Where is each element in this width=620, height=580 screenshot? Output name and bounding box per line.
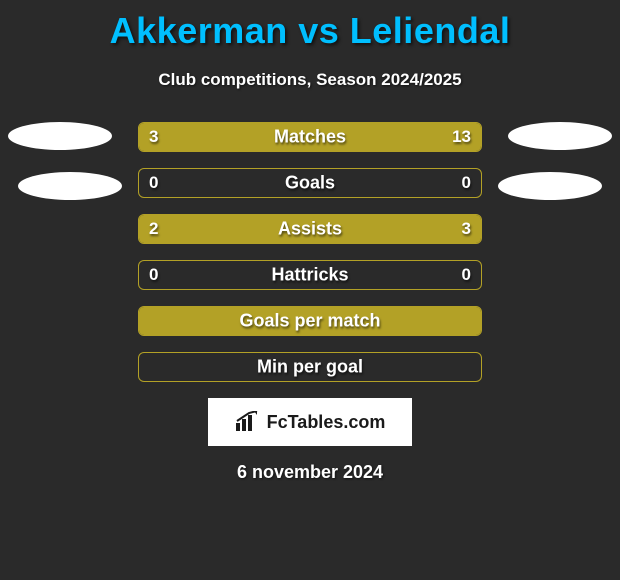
stat-bar: 0 0 Goals — [138, 168, 482, 198]
value-right: 0 — [462, 173, 471, 193]
value-left: 0 — [149, 265, 158, 285]
date-label: 6 november 2024 — [0, 462, 620, 483]
bar-label: Goals — [285, 173, 335, 194]
logo-text: FcTables.com — [267, 412, 386, 433]
bars-container: 3 13 Matches 0 0 Goals 2 3 Assists 0 0 Hattricks Goa… — [138, 122, 482, 382]
bar-label: Matches — [274, 127, 346, 148]
bar-fill-left — [139, 215, 276, 243]
stat-bar: 0 0 Hattricks — [138, 260, 482, 290]
player-left-shape-2 — [18, 172, 122, 200]
player-right-shape-2 — [498, 172, 602, 200]
stat-bar: 2 3 Assists — [138, 214, 482, 244]
value-right: 13 — [452, 127, 471, 147]
bar-label: Hattricks — [271, 265, 348, 286]
comparison-chart: 3 13 Matches 0 0 Goals 2 3 Assists 0 0 Hattricks Goa… — [0, 122, 620, 382]
stat-bar: Min per goal — [138, 352, 482, 382]
player-left-shape-1 — [8, 122, 112, 150]
chart-icon — [235, 411, 261, 433]
value-left: 3 — [149, 127, 158, 147]
player-right-shape-1 — [508, 122, 612, 150]
bar-label: Assists — [278, 219, 342, 240]
stat-bar: Goals per match — [138, 306, 482, 336]
value-left: 0 — [149, 173, 158, 193]
stat-bar: 3 13 Matches — [138, 122, 482, 152]
page-title: Akkerman vs Leliendal — [0, 0, 620, 52]
value-right: 0 — [462, 265, 471, 285]
logo-box: FcTables.com — [208, 398, 412, 446]
bar-label: Min per goal — [257, 357, 363, 378]
value-right: 3 — [462, 219, 471, 239]
value-left: 2 — [149, 219, 158, 239]
bar-label: Goals per match — [239, 311, 380, 332]
subtitle: Club competitions, Season 2024/2025 — [0, 70, 620, 90]
